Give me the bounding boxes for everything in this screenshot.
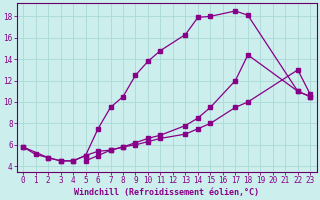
- X-axis label: Windchill (Refroidissement éolien,°C): Windchill (Refroidissement éolien,°C): [74, 188, 259, 197]
